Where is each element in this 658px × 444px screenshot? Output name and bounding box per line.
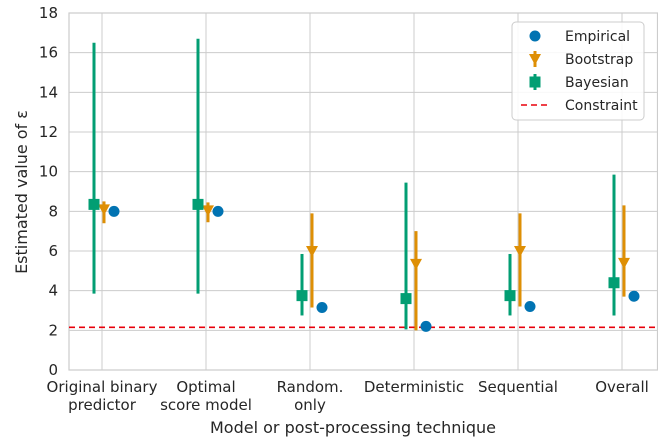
y-tick-label: 10 bbox=[39, 163, 58, 181]
grid bbox=[69, 12, 658, 371]
legend-marker bbox=[529, 30, 541, 42]
legend-label: Bayesian bbox=[565, 75, 629, 91]
empirical-point bbox=[212, 205, 224, 217]
x-tick-label: Random. bbox=[277, 378, 344, 396]
y-tick-label: 4 bbox=[48, 282, 58, 300]
y-tick-label: 0 bbox=[48, 361, 58, 379]
x-tick-label: predictor bbox=[68, 396, 137, 414]
legend-box bbox=[511, 21, 645, 121]
legend-label: Constraint bbox=[565, 98, 638, 114]
empirical-point bbox=[628, 290, 640, 302]
bootstrap-point bbox=[202, 205, 214, 217]
legend-label: Empirical bbox=[565, 29, 630, 45]
bayesian-point bbox=[400, 293, 412, 305]
bootstrap-point bbox=[98, 204, 110, 216]
y-tick-label: 6 bbox=[48, 242, 58, 260]
x-tick-label: Optimal bbox=[176, 378, 235, 396]
bootstrap-point bbox=[306, 246, 318, 257]
bayesian-point bbox=[608, 277, 620, 289]
legend-marker bbox=[529, 76, 541, 88]
bootstrap-point bbox=[410, 258, 422, 270]
x-tick-label: Original binary bbox=[47, 378, 158, 396]
y-tick-label: 16 bbox=[39, 44, 58, 62]
x-tick-label: only bbox=[294, 396, 326, 414]
bootstrap-point bbox=[514, 246, 526, 257]
bootstrap-point bbox=[618, 257, 630, 269]
y-tick-label: 12 bbox=[39, 123, 58, 141]
x-tick-label: Overall bbox=[595, 378, 649, 396]
x-tick-label: score model bbox=[160, 396, 252, 414]
x-axis-label: Model or post-processing technique bbox=[210, 418, 496, 437]
y-tick-label: 14 bbox=[39, 83, 58, 101]
legend: Empirical Bootstrap Bayesian Constraint bbox=[511, 21, 645, 121]
legend-marker bbox=[529, 54, 541, 65]
y-tick-label: 8 bbox=[48, 202, 58, 220]
y-tick-label: 18 bbox=[39, 4, 58, 22]
empirical-point bbox=[524, 301, 536, 313]
bayesian-point bbox=[88, 198, 100, 210]
legend-label: Bootstrap bbox=[565, 52, 633, 68]
bayesian-point bbox=[296, 290, 308, 302]
y-axis-label: Estimated value of ε bbox=[12, 110, 31, 274]
bayesian-point bbox=[504, 290, 516, 302]
x-tick-label: Deterministic bbox=[364, 378, 464, 396]
y-tick-label: 2 bbox=[48, 321, 58, 339]
empirical-point bbox=[420, 320, 432, 332]
bayesian-point bbox=[192, 198, 204, 210]
empirical-point bbox=[316, 302, 328, 314]
empirical-point bbox=[108, 205, 120, 217]
x-tick-label: Sequential bbox=[478, 378, 558, 396]
chart-marks bbox=[88, 38, 640, 332]
